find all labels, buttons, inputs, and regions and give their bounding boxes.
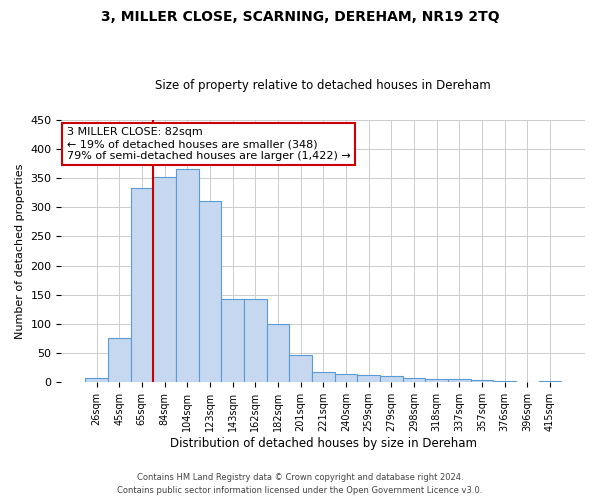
Y-axis label: Number of detached properties: Number of detached properties	[15, 164, 25, 338]
X-axis label: Distribution of detached houses by size in Dereham: Distribution of detached houses by size …	[170, 437, 477, 450]
Bar	[380, 376, 403, 382]
Bar	[312, 372, 335, 382]
Bar	[131, 188, 153, 382]
Text: Contains HM Land Registry data © Crown copyright and database right 2024.
Contai: Contains HM Land Registry data © Crown c…	[118, 474, 482, 495]
Bar	[357, 376, 380, 382]
Bar	[108, 338, 131, 382]
Bar	[244, 300, 266, 382]
Text: 3, MILLER CLOSE, SCARNING, DEREHAM, NR19 2TQ: 3, MILLER CLOSE, SCARNING, DEREHAM, NR19…	[101, 10, 499, 24]
Bar	[470, 380, 493, 382]
Bar	[335, 374, 357, 382]
Bar	[85, 378, 108, 382]
Bar	[403, 378, 425, 382]
Bar	[153, 177, 176, 382]
Bar	[199, 202, 221, 382]
Bar	[266, 324, 289, 382]
Bar	[221, 300, 244, 382]
Bar	[289, 356, 312, 382]
Bar	[539, 381, 561, 382]
Bar	[425, 380, 448, 382]
Text: 3 MILLER CLOSE: 82sqm
← 19% of detached houses are smaller (348)
79% of semi-det: 3 MILLER CLOSE: 82sqm ← 19% of detached …	[67, 128, 350, 160]
Bar	[176, 168, 199, 382]
Title: Size of property relative to detached houses in Dereham: Size of property relative to detached ho…	[155, 79, 491, 92]
Bar	[493, 381, 516, 382]
Bar	[448, 380, 470, 382]
